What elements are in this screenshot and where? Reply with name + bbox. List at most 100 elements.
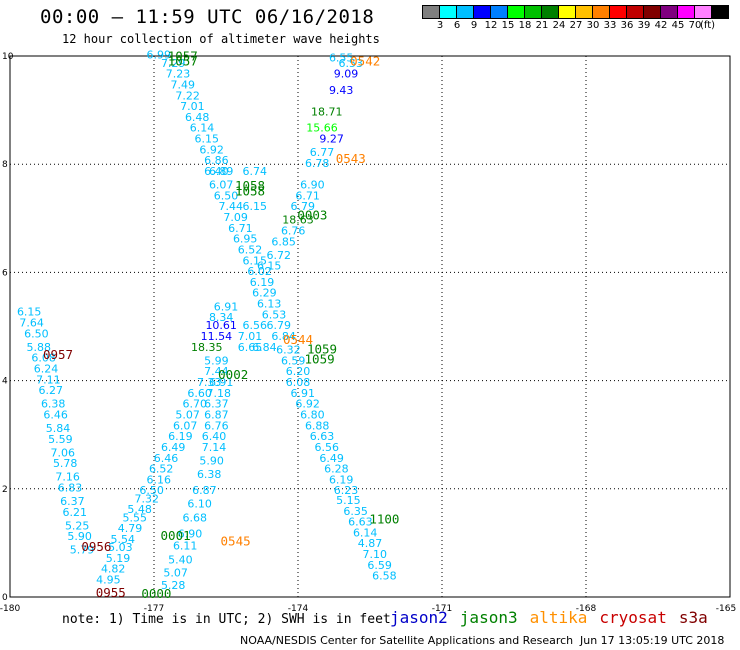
pass-time-label: 1058: [235, 184, 265, 199]
wave-height-label: 6.59: [367, 559, 392, 572]
wave-height-label: 7.32: [135, 492, 160, 505]
wave-height-label: 7.09: [223, 211, 248, 224]
wave-height-label: 6.52: [238, 243, 263, 256]
wave-height-label: 6.40: [202, 430, 227, 443]
color-scale-swatch: [711, 5, 729, 19]
x-tick-label: -168: [576, 604, 597, 614]
wave-height-label: 6.37: [204, 398, 229, 411]
color-scale-label: 45: [671, 20, 685, 31]
wave-height-label: 4.79: [118, 522, 143, 535]
wave-height-label: 5.07: [175, 408, 200, 421]
wave-height-label: 5.84: [46, 422, 71, 435]
legend-item-jason2: jason2: [390, 608, 448, 627]
wave-height-label: 6.88: [305, 419, 330, 432]
pass-time-label: 0957: [43, 347, 73, 362]
y-tick-label: 0: [2, 593, 8, 603]
footer-note: note: 1) Time is in UTC; 2) SWH is in fe…: [62, 612, 391, 627]
wave-height-label: 6.76: [204, 419, 229, 432]
generation-timestamp: Jun 17 13:05:19 UTC 2018: [580, 634, 725, 647]
wave-height-label: 6.07: [209, 179, 234, 192]
wave-height-label: 6.77: [310, 146, 335, 159]
wave-height-label: 5.54: [111, 533, 136, 546]
wave-height-label: 6.14: [353, 526, 378, 539]
wave-height-label: 6.14: [190, 122, 215, 135]
wave-height-label: 7.01: [180, 100, 205, 113]
wave-height-label: 6.49: [161, 441, 186, 454]
wave-height-label: 6.19: [250, 276, 275, 289]
wave-height-label: 5.90: [67, 530, 92, 543]
wave-height-label: 6.19: [329, 473, 354, 486]
wave-height-label: 6.58: [372, 570, 397, 583]
wave-height-label: 7.01: [238, 330, 263, 343]
x-tick-label: -177: [144, 604, 164, 614]
pass-time-label: 0545: [221, 534, 251, 549]
wave-height-label: 6.29: [252, 287, 277, 300]
color-scale-label: 15: [501, 20, 515, 31]
wave-height-label: 6.86: [204, 154, 229, 167]
x-tick-label: -165: [716, 604, 736, 614]
wave-height-label: 6.63: [348, 516, 373, 529]
wave-height-label: 6.46: [154, 452, 179, 465]
chart-title: 00:00 – 11:59 UTC 06/16/2018: [40, 6, 375, 28]
color-scale-unit: (ft): [700, 20, 716, 31]
wave-height-label: 6.37: [60, 495, 85, 508]
wave-height-label: 6.16: [147, 473, 172, 486]
pass-time-label: 1057: [168, 54, 198, 69]
wave-height-label: 7.49: [171, 78, 196, 91]
wave-height-label: 7.64: [19, 317, 44, 330]
wave-height-label: 6.15: [17, 306, 42, 319]
wave-height-label: 5.48: [127, 503, 152, 516]
wave-height-label: 11.54: [201, 330, 233, 343]
wave-height-label: 5.07: [163, 566, 188, 579]
wave-height-label: 7.06: [51, 446, 76, 459]
wave-height-label: 5.55: [123, 511, 148, 524]
color-scale-bar: [422, 5, 729, 19]
color-scale-label: 70: [688, 20, 702, 31]
wave-height-label: 6.91: [214, 300, 239, 313]
x-tick-label: -174: [288, 604, 309, 614]
wave-height-label: 6.91: [291, 387, 316, 400]
wave-height-label: 6.55: [329, 51, 354, 64]
wave-height-label: 6.23: [334, 484, 359, 497]
wave-height-label: 7.23: [166, 68, 191, 81]
wave-height-label: 15.66: [306, 122, 338, 135]
wave-height-label: 6.71: [228, 222, 253, 235]
wave-height-label: 6.15: [257, 260, 282, 273]
pass-time-label: 0544: [283, 332, 313, 347]
wave-height-label: 6.10: [187, 498, 212, 511]
wave-height-label: 6.40: [204, 165, 229, 178]
wave-height-label: 5.59: [48, 433, 73, 446]
pass-time-label: 0543: [336, 151, 366, 166]
wave-height-label: 6.19: [168, 430, 193, 443]
wave-height-label: 9.27: [319, 133, 344, 146]
wave-height-label: 7.18: [207, 387, 232, 400]
wave-height-label: 4.95: [96, 573, 121, 586]
wave-height-label: 6.90: [300, 179, 325, 192]
wave-height-label: 7.33: [197, 376, 222, 389]
pass-time-label: 0002: [218, 367, 248, 382]
wave-height-label: 6.11: [173, 539, 198, 552]
wave-height-label: 6.99: [147, 49, 172, 62]
wave-height-label: 6.72: [267, 249, 292, 262]
wave-height-label: 6.74: [243, 165, 268, 178]
wave-height-label: 6.24: [34, 362, 59, 375]
wave-height-label: 6.38: [197, 468, 222, 481]
wave-height-label: 5.78: [53, 457, 78, 470]
wave-height-label: 4.82: [101, 563, 126, 576]
wave-height-label: 5.99: [204, 354, 229, 367]
pass-time-label: 0001: [161, 528, 191, 543]
wave-height-label: 6.87: [204, 408, 229, 421]
wave-height-label: 6.60: [187, 387, 212, 400]
wave-height-label: 5.90: [199, 454, 224, 467]
wave-height-label: 6.63: [310, 430, 335, 443]
wave-height-label: 6.92: [199, 143, 224, 156]
pass-time-label: 0542: [350, 54, 380, 69]
wave-height-label: 9.43: [329, 84, 354, 97]
wave-height-label: 6.87: [192, 484, 217, 497]
wave-height-label: 10.61: [205, 319, 237, 332]
wave-height-label: 6.71: [295, 189, 320, 202]
wave-height-label: 5.15: [336, 494, 361, 507]
y-tick-label: 8: [2, 160, 8, 170]
wave-height-label: 6.15: [195, 133, 220, 146]
